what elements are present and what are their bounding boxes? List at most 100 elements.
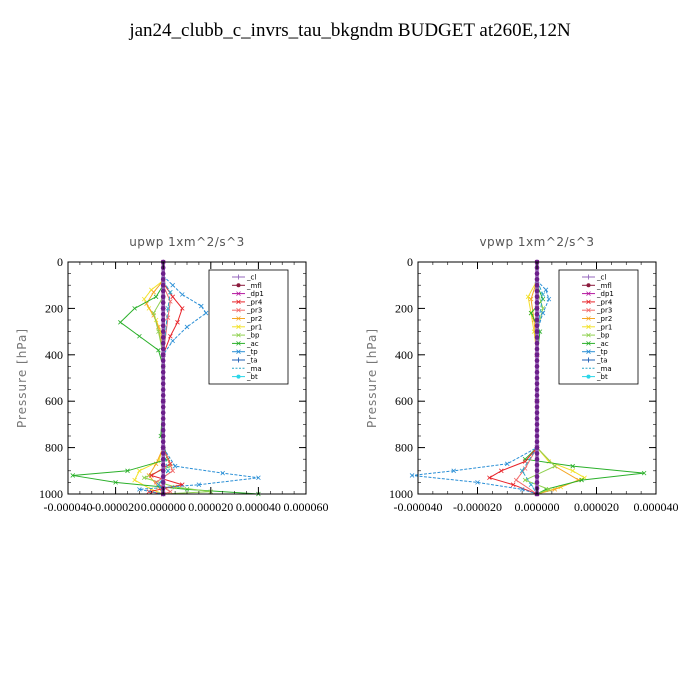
point-mfl	[534, 352, 540, 358]
legend-label-ta: _ta	[246, 357, 258, 365]
legend-label-bt: _bt	[596, 373, 608, 381]
y-tick-label: 800	[45, 441, 63, 455]
figure-title: jan24_clubb_c_invrs_tau_bkgndm BUDGET at…	[129, 20, 571, 41]
x-tick-label: 0.000040	[634, 500, 679, 514]
x-tick-label: -0.000040	[44, 500, 93, 514]
x-tick-label: 0.000000	[515, 500, 560, 514]
point-mfl	[160, 416, 166, 421]
x-tick-label: 0.000020	[574, 500, 619, 514]
point-mfl	[534, 306, 540, 311]
point-mfl	[160, 427, 166, 433]
x-tick-label: 0.000000	[141, 500, 186, 514]
legend-label-ma: _ma	[596, 365, 612, 373]
point-ac	[528, 310, 534, 316]
series-group	[70, 259, 261, 497]
point-mfl	[534, 288, 540, 294]
legend-marker-bt	[236, 374, 241, 379]
point-tp	[137, 487, 142, 492]
point-pr3	[165, 315, 171, 320]
point-mfl	[160, 335, 166, 340]
legend-marker-bp	[236, 332, 241, 338]
point-mfl	[160, 451, 166, 456]
point-ac	[137, 333, 142, 339]
point-mfl	[160, 311, 166, 317]
point-mfl	[160, 439, 166, 445]
point-mfl	[534, 480, 540, 485]
point-tp	[546, 296, 552, 302]
point-tp	[198, 303, 204, 309]
legend-marker-tp	[586, 349, 591, 354]
point-mfl	[534, 456, 540, 462]
legend-label-bp: _bp	[596, 332, 610, 340]
y-tick-label: 0	[57, 255, 63, 269]
point-mfl	[160, 375, 166, 381]
point-mfl	[534, 277, 540, 282]
point-mfl	[160, 271, 166, 276]
point-mfl	[160, 445, 166, 450]
legend-marker-bp	[586, 332, 591, 338]
legend-marker-tp	[236, 349, 241, 354]
point-pr1	[525, 294, 531, 300]
point-mfl	[160, 352, 166, 358]
series-line-pr4	[488, 285, 538, 495]
legend-label-pr3: _pr3	[596, 307, 612, 315]
point-tp	[256, 475, 261, 481]
legend-box	[208, 269, 289, 385]
legend-marker-ta	[236, 357, 241, 363]
point-pr4	[510, 482, 516, 488]
point-mfl	[534, 462, 540, 468]
point-pr4	[522, 459, 528, 464]
legend-label-pr3: _pr3	[246, 307, 262, 315]
legend-marker-pr1	[236, 324, 241, 330]
point-pr2	[151, 289, 156, 295]
point-mfl	[534, 282, 540, 288]
legend-label-mfl: _mfl	[596, 282, 612, 290]
point-pr1	[132, 477, 137, 483]
point-mfl	[534, 329, 540, 334]
point-mfl	[534, 340, 540, 346]
point-ac	[113, 480, 118, 485]
legend-marker-pr1	[586, 324, 591, 330]
point-mfl	[534, 445, 540, 450]
point-mfl	[534, 404, 540, 410]
point-ma	[165, 468, 171, 474]
legend-label-dp1: _dp1	[246, 290, 264, 298]
x-tick-label: 0.000040	[236, 500, 281, 514]
point-tp	[179, 292, 185, 297]
point-mfl	[160, 433, 166, 439]
legend-marker-pr3	[586, 307, 591, 313]
point-ac	[579, 477, 584, 483]
point-pr1	[141, 296, 147, 302]
point-ac	[153, 294, 159, 300]
point-tp	[196, 482, 202, 488]
point-mfl	[160, 480, 166, 485]
legend: _cl_mfl_dp1_pr4_pr3_pr2_pr1_bp_ac_tp_ta_…	[558, 269, 639, 385]
legend-marker-cl	[236, 274, 241, 280]
point-mfl	[534, 427, 540, 433]
legend-marker-pr2	[586, 316, 591, 321]
y-tick-label: 200	[395, 301, 413, 315]
legend-label-cl: _cl	[596, 274, 606, 282]
legend-marker-pr4	[236, 299, 241, 305]
center-profile-markers	[534, 259, 540, 497]
legend-label-pr2: _pr2	[596, 315, 612, 323]
point-mfl	[534, 451, 540, 456]
legend-marker-mfl	[586, 283, 591, 288]
point-mfl	[534, 416, 540, 421]
point-mfl	[534, 271, 540, 276]
point-pr4	[175, 320, 180, 325]
legend: _cl_mfl_dp1_pr4_pr3_pr2_pr1_bp_ac_tp_ta_…	[208, 269, 289, 385]
point-mfl	[160, 474, 166, 479]
point-ma	[165, 306, 171, 311]
legend-marker-ac	[586, 341, 591, 346]
point-tp	[170, 282, 176, 288]
point-mfl	[534, 375, 540, 381]
point-pr4	[487, 475, 492, 481]
legend-marker-bt	[586, 374, 591, 379]
point-mfl	[160, 294, 166, 300]
legend-marker-cl	[586, 274, 591, 280]
point-pr1	[582, 475, 587, 481]
point-mfl	[160, 340, 166, 346]
center-profile-markers	[160, 259, 166, 497]
